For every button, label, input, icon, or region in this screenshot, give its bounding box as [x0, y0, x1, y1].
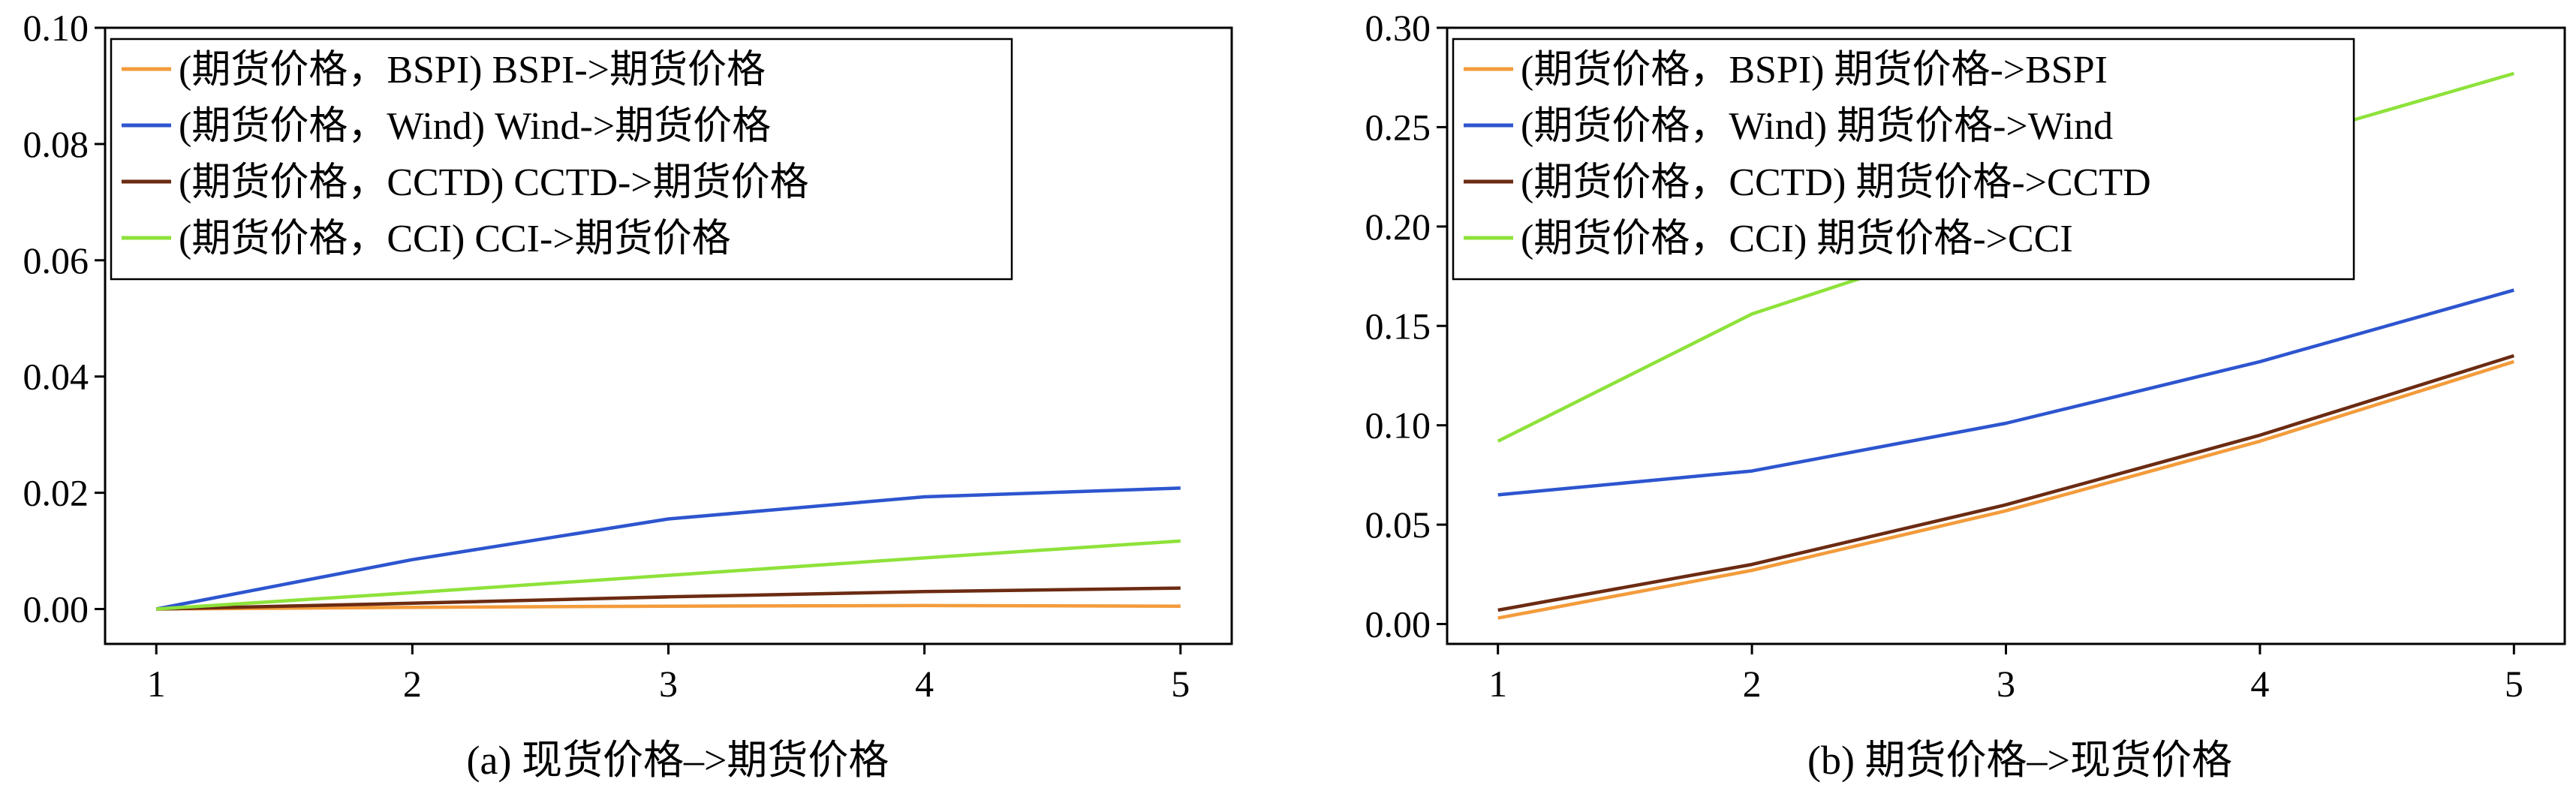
- panel-b-y-tick-label: 0.10: [1365, 405, 1431, 447]
- panel-a-x-tick-label: 5: [1171, 663, 1190, 705]
- panel-a-x-tick-label: 2: [403, 663, 422, 705]
- panel-a-y-tick-label: 0.08: [23, 123, 89, 165]
- panel-b-y-tick-label: 0.20: [1365, 206, 1431, 248]
- panel-a-series-line-2: [155, 486, 1181, 611]
- panel-b: 0.00 0.05 0.10 0.15 0.20 0.25 0.30 1 2 3 4 5 (期货价格，B…: [1365, 7, 2566, 705]
- panel-a-series-line-3: [156, 586, 1181, 611]
- panel-a-y-tick-label: 0.06: [23, 239, 89, 281]
- panel-b-y-tick-label: 0.25: [1365, 106, 1431, 148]
- panel-b-x-tick-label: 2: [1743, 663, 1762, 705]
- panel-b-y-tick-label: 0.05: [1365, 504, 1431, 546]
- panel-a-series-line-4: [156, 539, 1181, 611]
- panel-a-legend-label: (期货价格，CCI) CCI->期货价格: [179, 218, 731, 260]
- panel-a-y-tick-label: 0.10: [23, 7, 89, 49]
- panel-b-legend-label: (期货价格，CCTD) 期货价格->CCTD: [1521, 161, 2151, 204]
- panel-b-y-tick-label: 0.15: [1365, 305, 1431, 347]
- panel-a-y-tick-label: 0.02: [23, 472, 89, 514]
- panel-b-series-line-2: [1497, 288, 2514, 497]
- panel-b-x-tick-label: 3: [1997, 663, 2015, 705]
- panel-a-legend-box: [110, 38, 1013, 281]
- panel-b-x-tick-label: 5: [2505, 663, 2523, 705]
- panel-b-x-tick-label: 1: [1488, 663, 1507, 705]
- panel-a-x-tick-label: 4: [915, 663, 934, 705]
- panel-b-legend-label: (期货价格，Wind) 期货价格->Wind: [1521, 105, 2113, 148]
- panel-a-series-line-1: [156, 603, 1181, 611]
- panel-a-caption: (a) 现货价格–>期货价格: [467, 738, 889, 783]
- panel-a-legend-label: (期货价格，Wind) Wind->期货价格: [179, 105, 771, 148]
- panel-a-y-tick-label: 0.00: [23, 588, 89, 630]
- panel-a-legend: (期货价格，BSPI) BSPI->期货价格 (期货价格，Wind) Wind->…: [110, 38, 1013, 281]
- panel-b-series-line-1: [1497, 359, 2514, 620]
- panel-a-x-tick-label: 3: [659, 663, 678, 705]
- panel-b-series-line-3: [1497, 353, 2514, 612]
- panel-b-caption: (b) 期货价格–>现货价格: [1807, 738, 2232, 783]
- panel-b-y-tick-label: 0.00: [1365, 603, 1431, 645]
- panel-b-legend-label: (期货价格，BSPI) 期货价格->BSPI: [1521, 49, 2108, 92]
- panel-a: 0.00 0.02 0.04 0.06 0.08 0.10 1 2 3 4 5 (期货价格，BSPI)…: [23, 7, 1233, 705]
- panel-b-legend: (期货价格，BSPI) 期货价格->BSPI (期货价格，Wind) 期货价格->…: [1452, 38, 2355, 281]
- panel-b-y-tick-label: 0.30: [1365, 7, 1431, 49]
- panel-b-legend-label: (期货价格，CCI) 期货价格->CCI: [1521, 218, 2073, 260]
- panel-a-x-tick-label: 1: [147, 663, 166, 705]
- panel-b-x-tick-label: 4: [2250, 663, 2269, 705]
- panel-b-legend-box: [1452, 38, 2355, 281]
- panel-a-legend-label: (期货价格，CCTD) CCTD->期货价格: [179, 161, 809, 204]
- panel-a-legend-label: (期货价格，BSPI) BSPI->期货价格: [179, 49, 766, 92]
- panel-a-y-tick-label: 0.04: [23, 356, 89, 398]
